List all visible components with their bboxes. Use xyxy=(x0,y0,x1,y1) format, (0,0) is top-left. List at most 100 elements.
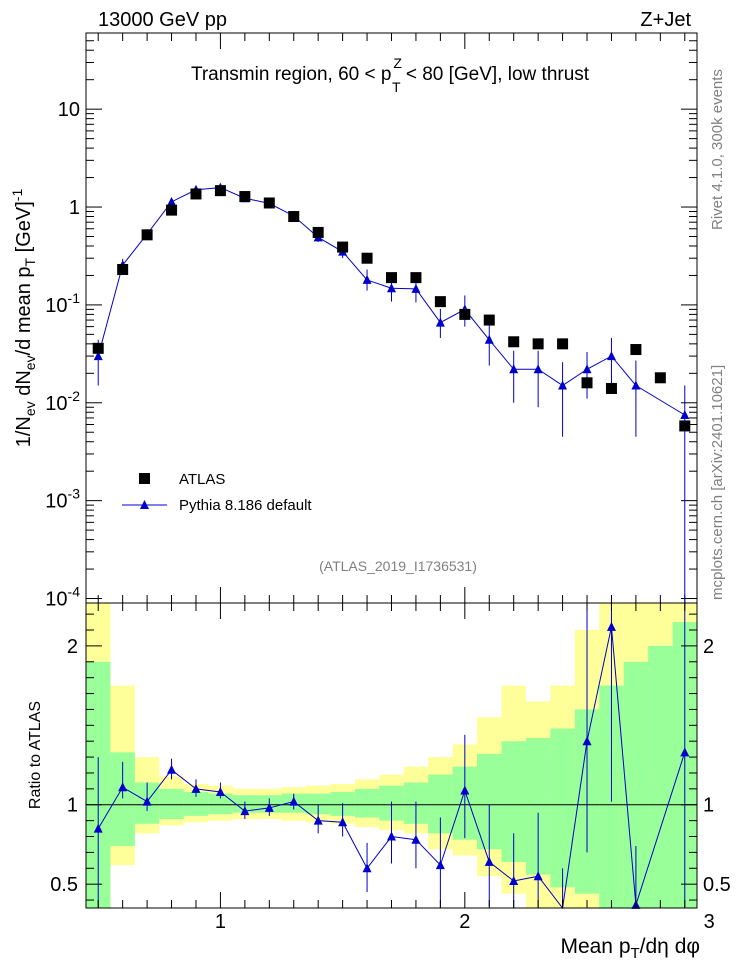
xlabel-a-sub: T xyxy=(631,945,640,962)
uncertainty-band-inner xyxy=(550,728,575,888)
uncertainty-band-inner xyxy=(354,788,380,818)
ylabel-c-sub: T xyxy=(22,257,38,266)
ratio-point xyxy=(215,787,225,797)
ratio-y-axis-label: Ratio to ATLAS xyxy=(27,701,44,809)
y-tick-base: 10 xyxy=(45,393,67,415)
atlas-point xyxy=(581,377,593,389)
ylabel-d: [GeV] xyxy=(13,201,35,258)
y-tick-base: 10 xyxy=(58,99,80,121)
ratio-point xyxy=(142,796,152,806)
atlas-point xyxy=(361,252,373,264)
atlas-point xyxy=(483,314,495,326)
atlas-point xyxy=(337,241,349,253)
legend-label-pythia: Pythia 8.186 default xyxy=(179,497,312,514)
uncertainty-band-inner xyxy=(159,788,184,820)
uncertainty-band-inner xyxy=(305,793,331,815)
ratio-point xyxy=(484,856,494,866)
atlas-point xyxy=(190,188,202,200)
mc-point xyxy=(582,364,592,374)
main-y-tick-label: 1 xyxy=(69,197,80,219)
atlas-point xyxy=(605,382,617,394)
x-axis-label: Mean pT/dη dφ xyxy=(560,935,700,962)
mc-point xyxy=(387,283,396,293)
ratio-y-tick-label-right: 2 xyxy=(703,636,714,658)
atlas-point xyxy=(630,344,642,356)
atlas-point xyxy=(532,338,544,350)
ratio-point xyxy=(264,802,274,812)
main-y-tick-label: 10-4 xyxy=(45,584,80,611)
ratio-point xyxy=(191,783,201,793)
ratio-point xyxy=(435,860,445,870)
ratio-point xyxy=(460,785,470,795)
ratio-point xyxy=(338,817,348,827)
ratio-y-tick-label: 1 xyxy=(67,795,78,817)
ratio-point xyxy=(118,782,128,792)
ratio-point xyxy=(606,621,616,631)
ratio-series-line xyxy=(97,626,686,910)
ratio-point xyxy=(313,815,323,825)
ylabel-d-sup: -1 xyxy=(9,189,25,202)
ratio-y-tick-label-right: 0.5 xyxy=(703,874,731,896)
y-tick-base: 10 xyxy=(45,491,67,513)
mc-point xyxy=(558,380,568,390)
main-y-tick-label: 10-3 xyxy=(45,486,80,513)
ratio-bands xyxy=(86,603,697,908)
ylabel-b: dN xyxy=(13,370,35,401)
main-plot-frame xyxy=(85,32,698,604)
atlas-point xyxy=(557,338,569,350)
uncertainty-band-inner xyxy=(648,645,673,908)
y-tick-exponent: -1 xyxy=(68,290,81,306)
ratio-point xyxy=(509,875,519,885)
atlas-point xyxy=(214,185,226,197)
y-tick-base: 10 xyxy=(45,295,67,317)
atlas-point xyxy=(141,229,153,241)
x-tick-label: 3 xyxy=(704,911,715,933)
main-y-tick-label: 10-1 xyxy=(45,290,80,317)
main-title: Transmin region, 60 < pZ T < 80 [GeV], lo… xyxy=(191,55,590,95)
main-y-tick-label: 10 xyxy=(58,99,80,121)
main-y-axis-label: 1/Nev dNev/d mean pT [GeV]-1 xyxy=(9,189,38,448)
mc-point xyxy=(606,351,616,361)
ratio-y-tick-label: 2 xyxy=(67,636,78,658)
rivet-version-label: Rivet 4.1.0, 300k events xyxy=(709,69,726,230)
ratio-x-axis: 1 2 3 xyxy=(97,603,715,933)
ylabel-a-sub: ev xyxy=(22,401,38,416)
mc-point xyxy=(484,334,494,344)
mc-point xyxy=(509,364,519,374)
mc-point xyxy=(93,351,103,361)
mc-point xyxy=(631,380,641,390)
mc-point xyxy=(411,283,421,293)
x-tick-label: 1 xyxy=(215,911,226,933)
legend-label-atlas: ATLAS xyxy=(179,471,225,488)
title-superscript: Z xyxy=(393,55,402,71)
ratio-point xyxy=(582,736,592,746)
title-text-2: < 80 [GeV], low thrust xyxy=(401,64,590,85)
xlabel-b: /dη dφ xyxy=(640,935,700,958)
ratio-point xyxy=(533,871,543,881)
mc-point xyxy=(680,410,690,420)
xlabel-a: Mean p xyxy=(560,935,630,958)
atlas-point xyxy=(92,342,104,354)
main-data-layer xyxy=(92,182,691,603)
atlas-point xyxy=(434,296,446,308)
title-subscript: T xyxy=(392,79,401,95)
atlas-point xyxy=(117,264,129,276)
atlas-point xyxy=(679,420,691,432)
ratio-y-tick-label: 0.5 xyxy=(50,874,78,896)
ratio-point xyxy=(362,863,372,873)
y-tick-exponent: -2 xyxy=(68,388,81,404)
legend-marker-pythia xyxy=(140,500,149,509)
atlas-point xyxy=(312,226,324,238)
atlas-point xyxy=(410,272,422,284)
ratio-y-tick-label-right: 1 xyxy=(703,795,714,817)
title-text-1: Transmin region, 60 < p xyxy=(191,64,391,85)
ylabel-b-sub: ev xyxy=(22,355,38,370)
ratio-point xyxy=(240,806,250,816)
ylabel-a: 1/N xyxy=(13,416,35,447)
mc-point xyxy=(533,364,543,374)
ratio-y-axis: 0.5 0.5 1 1 2 2 xyxy=(50,613,731,901)
header-process: 13000 GeV pp xyxy=(98,9,227,31)
